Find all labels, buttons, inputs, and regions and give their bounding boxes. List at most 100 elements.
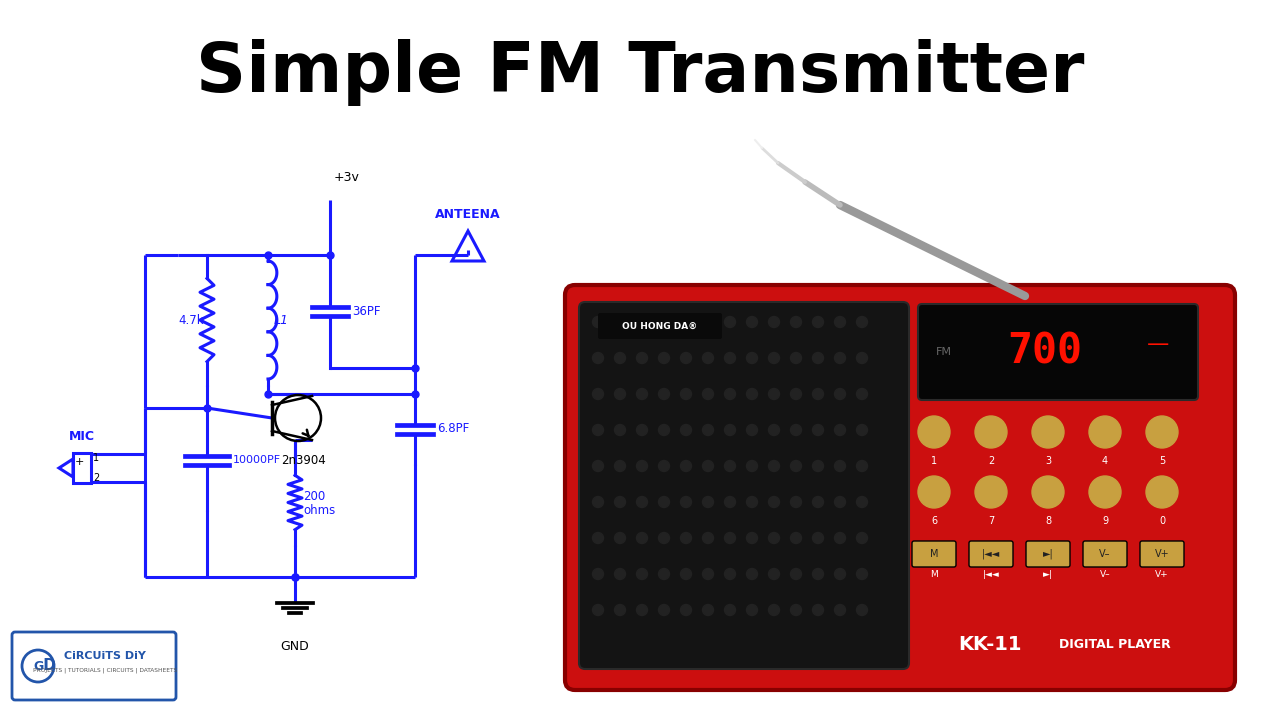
- Text: 1: 1: [93, 453, 99, 463]
- Circle shape: [636, 425, 648, 436]
- Circle shape: [835, 353, 846, 364]
- Text: FM: FM: [936, 347, 952, 357]
- Circle shape: [746, 317, 758, 328]
- Circle shape: [614, 569, 626, 580]
- Circle shape: [856, 497, 868, 508]
- Text: 4.7k: 4.7k: [178, 313, 204, 326]
- Circle shape: [636, 533, 648, 544]
- Circle shape: [681, 569, 691, 580]
- FancyBboxPatch shape: [12, 632, 177, 700]
- Circle shape: [614, 461, 626, 472]
- Circle shape: [768, 533, 780, 544]
- Circle shape: [835, 425, 846, 436]
- FancyBboxPatch shape: [564, 285, 1235, 690]
- FancyBboxPatch shape: [911, 541, 956, 567]
- Circle shape: [813, 569, 823, 580]
- Circle shape: [724, 425, 736, 436]
- Circle shape: [813, 461, 823, 472]
- Circle shape: [768, 461, 780, 472]
- Text: 2: 2: [93, 473, 100, 483]
- Circle shape: [835, 317, 846, 328]
- Circle shape: [703, 569, 713, 580]
- Circle shape: [593, 569, 603, 580]
- Circle shape: [791, 389, 801, 400]
- Circle shape: [746, 389, 758, 400]
- Circle shape: [636, 353, 648, 364]
- Circle shape: [1032, 476, 1064, 508]
- Circle shape: [856, 605, 868, 616]
- Text: V+: V+: [1155, 549, 1170, 559]
- Circle shape: [593, 389, 603, 400]
- Text: ANTEENA: ANTEENA: [435, 208, 500, 221]
- Circle shape: [593, 317, 603, 328]
- Circle shape: [724, 605, 736, 616]
- Circle shape: [724, 389, 736, 400]
- Circle shape: [681, 497, 691, 508]
- Circle shape: [636, 605, 648, 616]
- Circle shape: [593, 425, 603, 436]
- Text: V+: V+: [1155, 570, 1169, 579]
- Text: 2: 2: [988, 456, 995, 466]
- Circle shape: [681, 425, 691, 436]
- Circle shape: [658, 461, 669, 472]
- Circle shape: [614, 425, 626, 436]
- Text: PROJECTS | TUTORIALS | CIRCUITS | DATASHEETS: PROJECTS | TUTORIALS | CIRCUITS | DATASH…: [33, 667, 177, 672]
- Circle shape: [658, 389, 669, 400]
- Circle shape: [813, 389, 823, 400]
- Circle shape: [975, 416, 1007, 448]
- FancyBboxPatch shape: [598, 313, 722, 339]
- Text: 2n3904: 2n3904: [282, 454, 326, 467]
- Text: 10000PF: 10000PF: [233, 455, 282, 465]
- Circle shape: [658, 605, 669, 616]
- Circle shape: [636, 497, 648, 508]
- Circle shape: [614, 353, 626, 364]
- Circle shape: [724, 569, 736, 580]
- Text: —: —: [1147, 334, 1169, 354]
- Text: 0: 0: [1158, 516, 1165, 526]
- Circle shape: [835, 389, 846, 400]
- Circle shape: [614, 389, 626, 400]
- Circle shape: [681, 353, 691, 364]
- Circle shape: [813, 425, 823, 436]
- Text: OU HONG DA®: OU HONG DA®: [622, 322, 698, 330]
- Circle shape: [614, 317, 626, 328]
- FancyBboxPatch shape: [1140, 541, 1184, 567]
- FancyBboxPatch shape: [918, 304, 1198, 400]
- Circle shape: [614, 533, 626, 544]
- Text: 4: 4: [1102, 456, 1108, 466]
- Circle shape: [703, 497, 713, 508]
- Circle shape: [703, 461, 713, 472]
- Circle shape: [835, 569, 846, 580]
- Circle shape: [746, 569, 758, 580]
- Circle shape: [918, 416, 950, 448]
- Circle shape: [768, 569, 780, 580]
- Text: 9: 9: [1102, 516, 1108, 526]
- Text: 8: 8: [1044, 516, 1051, 526]
- Circle shape: [593, 605, 603, 616]
- Circle shape: [791, 353, 801, 364]
- Text: M: M: [931, 570, 938, 579]
- Circle shape: [593, 497, 603, 508]
- Circle shape: [813, 497, 823, 508]
- Circle shape: [918, 476, 950, 508]
- Text: 1: 1: [931, 456, 937, 466]
- Circle shape: [724, 461, 736, 472]
- Circle shape: [703, 317, 713, 328]
- Circle shape: [1089, 416, 1121, 448]
- Circle shape: [768, 497, 780, 508]
- Circle shape: [791, 533, 801, 544]
- Circle shape: [593, 533, 603, 544]
- Circle shape: [768, 425, 780, 436]
- FancyBboxPatch shape: [1083, 541, 1126, 567]
- Circle shape: [658, 317, 669, 328]
- Circle shape: [593, 353, 603, 364]
- Circle shape: [593, 461, 603, 472]
- Circle shape: [791, 461, 801, 472]
- Circle shape: [813, 605, 823, 616]
- Text: D: D: [38, 659, 56, 673]
- Text: KK-11: KK-11: [959, 636, 1021, 654]
- Circle shape: [681, 317, 691, 328]
- Circle shape: [813, 317, 823, 328]
- Circle shape: [658, 533, 669, 544]
- Circle shape: [1146, 476, 1178, 508]
